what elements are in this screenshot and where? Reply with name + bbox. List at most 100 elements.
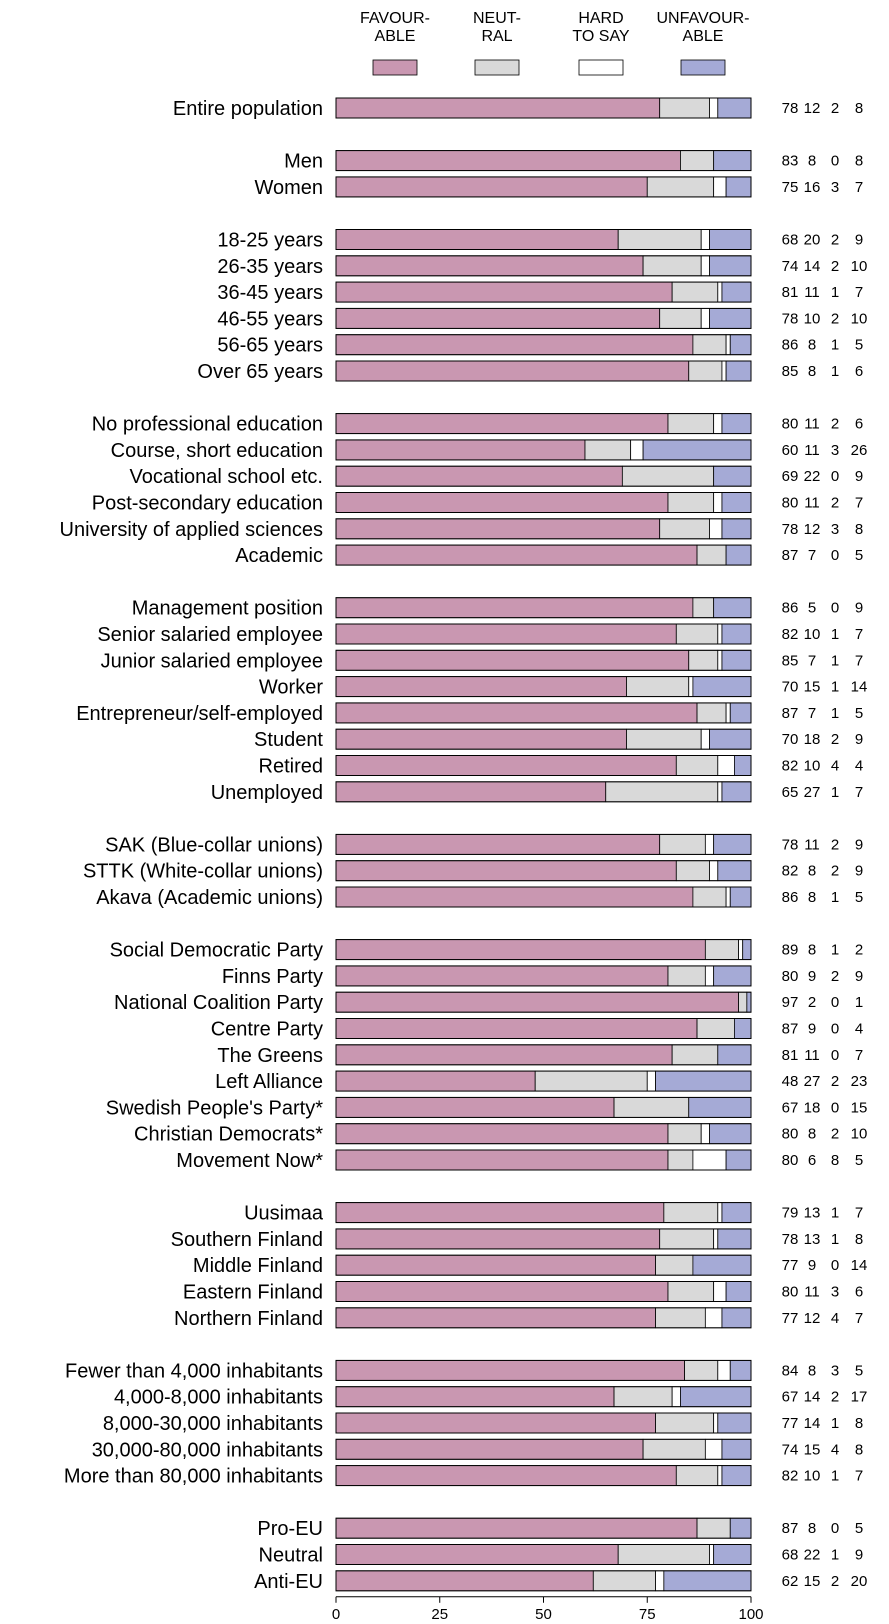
value-label-fav: 70 (782, 679, 799, 696)
bar-segment-fav (335, 1307, 656, 1329)
value-label-neu: 11 (804, 836, 820, 853)
value-label-neu: 12 (804, 521, 821, 538)
bar-row: Student 70 18 2 9 (254, 728, 863, 751)
value-label-unf: 5 (855, 1520, 863, 1537)
bar-segment-fav (335, 334, 694, 356)
bar-frame (335, 307, 752, 329)
value-label-neu: 14 (804, 1415, 821, 1432)
value-label-fav: 83 (782, 153, 799, 170)
bar-segment-neu (692, 886, 727, 908)
bar-segment-hard (725, 886, 731, 908)
value-label-fav: 74 (782, 1441, 799, 1458)
bar-segment-unf (709, 229, 752, 250)
value-label-fav: 87 (782, 1021, 799, 1038)
value-label-hard: 1 (831, 1231, 839, 1248)
value-label-hard: 1 (831, 284, 839, 301)
value-label-unf: 9 (855, 968, 863, 985)
bar-segment-fav (335, 623, 677, 645)
bar-segment-unf (717, 1412, 752, 1434)
bar-frame (335, 1096, 752, 1118)
bar-segment-fav (335, 702, 698, 724)
row-label: Middle Finland (193, 1255, 323, 1277)
value-label-hard: 3 (831, 442, 839, 459)
value-label-unf: 9 (855, 731, 863, 748)
bar-segment-neu (671, 281, 719, 303)
bar-segment-neu (667, 492, 715, 513)
value-label-fav: 80 (782, 495, 799, 512)
bar-segment-neu (655, 1307, 706, 1329)
bar-segment-hard (717, 755, 735, 776)
row-label: More than 80,000 inhabitants (64, 1466, 323, 1488)
bar-segment-neu (626, 676, 690, 697)
value-label-fav: 70 (782, 731, 799, 748)
value-label-hard: 4 (831, 1310, 839, 1327)
bar-segment-fav (335, 991, 739, 1013)
value-label-neu: 11 (804, 495, 820, 512)
value-label-hard: 2 (831, 232, 839, 249)
bar-segment-neu (642, 255, 702, 277)
bar-segment-unf (729, 334, 752, 356)
row-label: Southern Finland (171, 1229, 323, 1251)
bar-frame (335, 255, 752, 277)
row-label: 18-25 years (217, 230, 323, 252)
value-label-neu: 8 (808, 1126, 816, 1143)
bar-segment-fav (335, 176, 648, 198)
bar-segment-fav (335, 939, 706, 960)
value-label-hard: 1 (831, 363, 839, 380)
bar-segment-hard (713, 1412, 719, 1434)
bar-frame (335, 229, 752, 250)
bar-row: 46-55 years 78 10 2 10 (217, 307, 867, 330)
value-label-fav: 78 (782, 1231, 799, 1248)
value-label-hard: 0 (831, 1257, 839, 1274)
bar-segment-neu (680, 150, 715, 172)
row-label: The Greens (217, 1045, 323, 1067)
value-label-unf: 5 (855, 1362, 863, 1379)
bar-segment-fav (335, 1438, 644, 1460)
value-label-unf: 7 (855, 784, 863, 801)
bar-segment-neu (667, 413, 715, 435)
bar-segment-hard (700, 229, 710, 250)
bar-segment-fav (335, 150, 681, 172)
bar-segment-fav (335, 1097, 615, 1118)
bar-segment-fav (335, 255, 644, 277)
bar-frame (335, 1386, 752, 1408)
bar-segment-neu (626, 728, 702, 750)
row-label: Vocational school etc. (130, 466, 323, 488)
row-label: Course, short education (111, 440, 323, 462)
value-label-neu: 13 (804, 1231, 821, 1248)
value-label-hard: 0 (831, 1520, 839, 1537)
value-label-unf: 7 (855, 1310, 863, 1327)
row-label: Management position (132, 598, 323, 620)
value-label-unf: 9 (855, 232, 863, 249)
bar-segment-unf (721, 1465, 752, 1486)
bar-row: No professional education 80 11 2 6 (92, 413, 863, 436)
value-label-fav: 62 (782, 1573, 799, 1590)
bar-frame (335, 1018, 752, 1039)
value-label-fav: 87 (782, 1520, 799, 1537)
value-label-unf: 6 (855, 416, 863, 433)
value-label-hard: 2 (831, 100, 839, 117)
value-label-unf: 4 (855, 758, 863, 775)
bar-segment-unf (725, 544, 752, 566)
bar-segment-unf (709, 307, 752, 329)
x-axis: 0 25 50 75 100 (332, 1596, 764, 1623)
bar-row: Fewer than 4,000 inhabitants 84 8 3 5 (65, 1359, 863, 1382)
bar-frame (335, 176, 752, 198)
bar-segment-fav (335, 1202, 665, 1223)
bar-segment-fav (335, 1070, 536, 1092)
value-label-fav: 82 (782, 1468, 799, 1485)
bar-segment-fav (335, 728, 627, 750)
row-label: Post-secondary education (92, 493, 323, 515)
row-label: 36-45 years (217, 282, 323, 304)
value-label-fav: 85 (782, 652, 799, 669)
bar-frame (335, 755, 752, 776)
value-label-fav: 80 (782, 1152, 799, 1169)
value-label-neu: 20 (804, 232, 821, 249)
value-label-fav: 86 (782, 600, 799, 617)
row-label: Retired (259, 756, 323, 778)
bar-row: Social Democratic Party 89 8 1 2 (110, 939, 863, 962)
bar-row: Junior salaried employee 85 7 1 7 (101, 649, 863, 672)
value-label-hard: 2 (831, 863, 839, 880)
bar-segment-unf (725, 176, 752, 198)
